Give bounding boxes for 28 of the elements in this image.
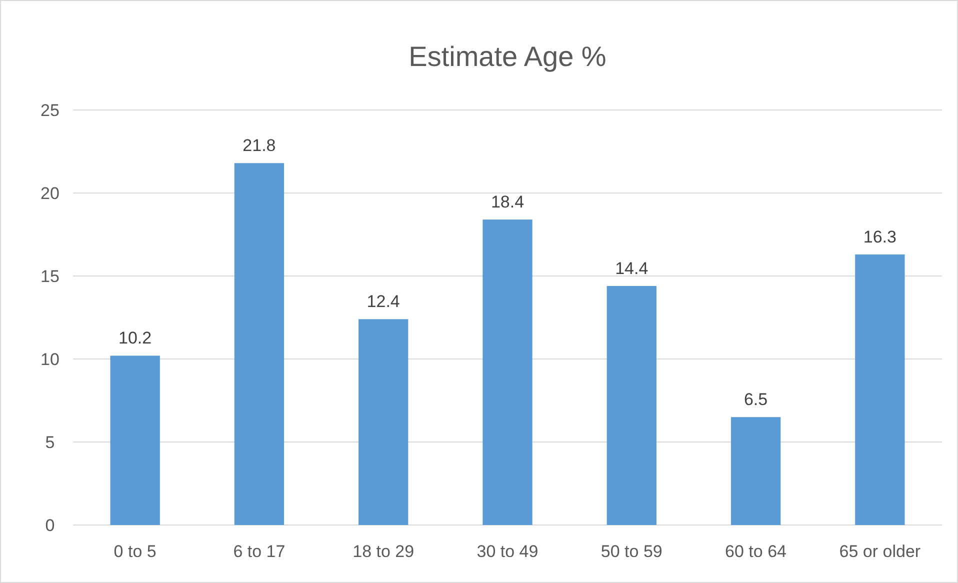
data-label: 18.4 bbox=[490, 192, 524, 212]
bar bbox=[482, 220, 532, 525]
data-label: 21.8 bbox=[242, 136, 276, 156]
x-tick-label: 50 to 59 bbox=[600, 542, 662, 561]
y-tick-label: 15 bbox=[40, 267, 60, 286]
data-label: 14.4 bbox=[615, 258, 648, 278]
x-tick-label: 0 to 5 bbox=[114, 542, 156, 561]
x-tick-label: 65 or older bbox=[839, 542, 921, 561]
bar bbox=[358, 319, 408, 525]
chart-title: Estimate Age % bbox=[408, 41, 606, 72]
y-tick-label: 0 bbox=[45, 516, 55, 535]
x-tick-label: 6 to 17 bbox=[233, 542, 286, 561]
x-tick-label: 60 to 64 bbox=[725, 542, 787, 561]
y-tick-label: 10 bbox=[40, 350, 60, 369]
y-tick-label: 25 bbox=[40, 101, 60, 120]
bar bbox=[730, 417, 781, 525]
x-tick-label: 30 to 49 bbox=[476, 542, 538, 561]
data-label: 10.2 bbox=[118, 328, 152, 348]
bar bbox=[234, 163, 284, 525]
bar bbox=[855, 254, 905, 525]
bar bbox=[606, 286, 656, 525]
data-label: 6.5 bbox=[744, 390, 768, 410]
data-label: 16.3 bbox=[863, 227, 896, 246]
x-tick-label: 18 to 29 bbox=[352, 542, 414, 561]
data-label: 12.4 bbox=[366, 292, 400, 312]
y-tick-label: 5 bbox=[45, 433, 55, 452]
y-tick-label: 20 bbox=[40, 184, 60, 203]
bar bbox=[110, 356, 160, 525]
